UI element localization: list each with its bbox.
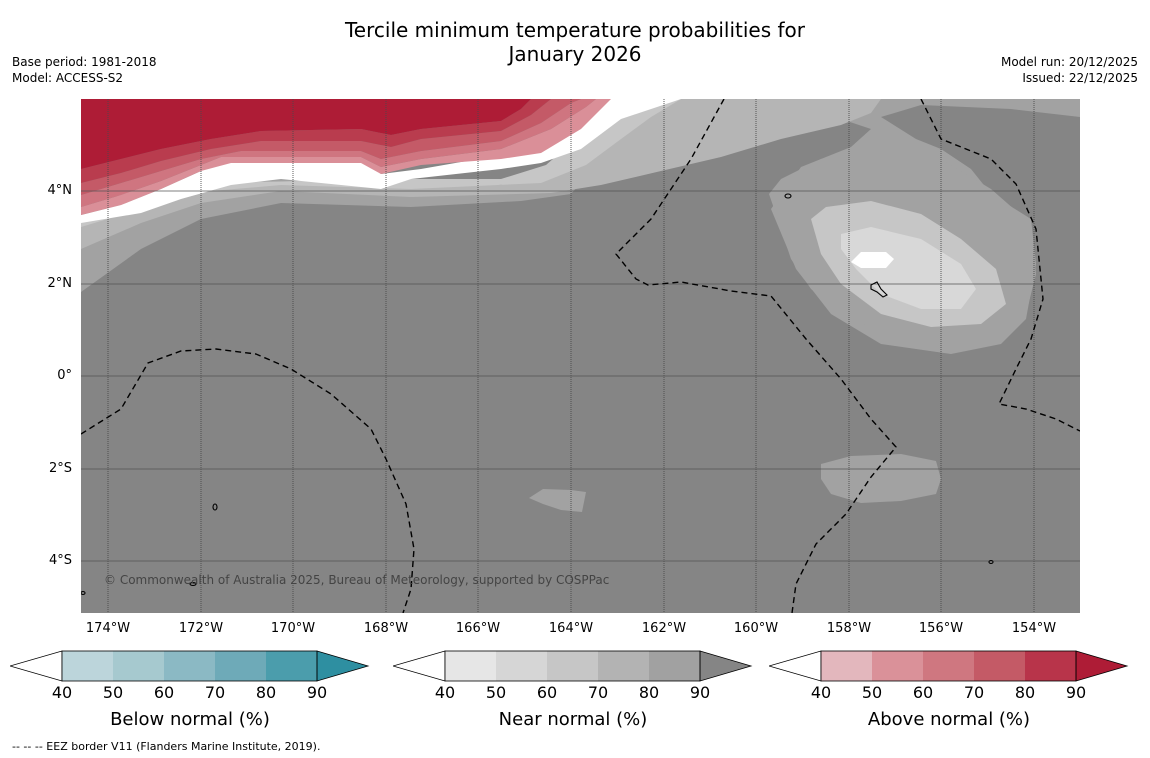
lon-label-170w: 170°W <box>270 621 316 636</box>
above-arrow-left <box>769 650 822 682</box>
below-tick-70: 70 <box>204 683 226 702</box>
lon-label-172w: 172°W <box>178 621 224 636</box>
white-boundary-band <box>81 99 681 223</box>
above-tick-60: 60 <box>912 683 934 702</box>
islands <box>81 193 994 596</box>
near-outline <box>444 650 701 682</box>
above-normal-70-band <box>81 99 581 195</box>
above-swatch-4 <box>974 651 1025 681</box>
near-normal-island-band-inner <box>841 227 976 309</box>
below-tick-60: 60 <box>153 683 175 702</box>
above-tick-50: 50 <box>861 683 883 702</box>
island-3 <box>212 503 218 511</box>
above-normal-90-band <box>81 99 531 169</box>
near-tick-60: 60 <box>536 683 558 702</box>
below-swatch-4 <box>215 651 266 681</box>
lon-label-162w: 162°W <box>641 621 687 636</box>
eez-border-central <box>615 99 897 613</box>
lon-label-160w: 160°W <box>733 621 779 636</box>
below-tick-90: 90 <box>306 683 328 702</box>
below-swatch-2 <box>113 651 164 681</box>
colorbar-below-normal <box>10 650 370 682</box>
near-arrow-left <box>393 650 446 682</box>
island-6 <box>81 590 86 596</box>
near-normal-label: Near normal (%) <box>498 709 648 730</box>
near-tick-70: 70 <box>587 683 609 702</box>
below-tick-50: 50 <box>102 683 124 702</box>
colorbar-above-normal <box>769 650 1129 682</box>
near-swatch-5 <box>649 651 700 681</box>
near-tick-50: 50 <box>485 683 507 702</box>
lon-label-158w: 158°W <box>826 621 872 636</box>
island-4 <box>189 581 197 587</box>
near-normal-70-band <box>81 99 881 249</box>
near-arrow-right <box>699 650 753 682</box>
above-tick-40: 40 <box>810 683 832 702</box>
below-swatch-3 <box>164 651 215 681</box>
issued-date: Issued: 22/12/2025 <box>1022 71 1138 85</box>
above-tick-90: 90 <box>1065 683 1087 702</box>
graticule <box>107 99 1035 613</box>
below-swatch-1 <box>62 651 113 681</box>
below-normal-label: Below normal (%) <box>110 709 270 730</box>
title-line-1: Tercile minimum temperature probabilitie… <box>344 18 806 42</box>
above-normal-80-band <box>81 99 551 183</box>
eez-border-east <box>920 99 1080 432</box>
lat-label-2s: 2°S <box>48 461 72 476</box>
lat-gridlines <box>81 190 1080 562</box>
near-tick-80: 80 <box>638 683 660 702</box>
near-swatch-2 <box>496 651 547 681</box>
model-run: Model run: 20/12/2025 <box>1000 55 1138 69</box>
near-normal-patch-south <box>529 489 586 512</box>
above-swatch-3 <box>923 651 974 681</box>
lat-label-0: 0° <box>57 368 72 383</box>
below-tick-40: 40 <box>51 683 73 702</box>
lon-label-164w: 164°W <box>548 621 594 636</box>
above-swatch-5 <box>1025 651 1076 681</box>
above-swatch-1 <box>821 651 872 681</box>
probability-map <box>81 99 1080 613</box>
below-tick-80: 80 <box>255 683 277 702</box>
above-arrow-right <box>1075 650 1129 682</box>
near-swatch-1 <box>445 651 496 681</box>
lat-label-4n: 4°N <box>47 183 73 198</box>
colorbar-near-normal <box>393 650 753 682</box>
title-line-2: January 2026 <box>508 42 642 66</box>
meta-left: Base period: 1981-2018 Model: ACCESS-S2 <box>12 54 157 86</box>
near-tick-90: 90 <box>689 683 711 702</box>
near-tick-40: 40 <box>434 683 456 702</box>
model-name: Model: ACCESS-S2 <box>12 71 124 85</box>
near-swatch-3 <box>547 651 598 681</box>
near-normal-patch-south-east <box>821 454 941 503</box>
below-swatch-5 <box>266 651 317 681</box>
lat-label-4s: 4°S <box>48 553 72 568</box>
base-period: Base period: 1981-2018 <box>12 55 157 69</box>
lon-label-154w: 154°W <box>1011 621 1057 636</box>
island-1 <box>784 193 792 199</box>
island-5 <box>988 559 994 565</box>
meta-right: Model run: 20/12/2025 Issued: 22/12/2025 <box>1001 54 1138 86</box>
lon-label-166w: 166°W <box>455 621 501 636</box>
island-2 <box>870 281 888 298</box>
eez-border-west <box>81 348 415 613</box>
lat-label-2n: 2°N <box>47 276 73 291</box>
above-normal-label: Above normal (%) <box>867 709 1031 730</box>
lon-label-168w: 168°W <box>363 621 409 636</box>
below-arrow-right <box>316 650 370 682</box>
below-outline <box>61 650 318 682</box>
above-tick-80: 80 <box>1014 683 1036 702</box>
near-swatch-4 <box>598 651 649 681</box>
above-outline <box>820 650 1077 682</box>
eez-borders <box>81 99 1080 613</box>
above-tick-70: 70 <box>963 683 985 702</box>
white-patch <box>851 252 894 268</box>
above-swatch-2 <box>872 651 923 681</box>
eez-footnote: -- -- -- EEZ border V11 (Flanders Marine… <box>12 740 321 753</box>
copyright-notice: © Commonwealth of Australia 2025, Bureau… <box>104 573 610 587</box>
lon-label-174w: 174°W <box>85 621 131 636</box>
lon-label-156w: 156°W <box>918 621 964 636</box>
map-title: Tercile minimum temperature probabilitie… <box>0 18 1150 66</box>
below-arrow-left <box>10 650 63 682</box>
above-normal-60-band <box>81 99 596 207</box>
